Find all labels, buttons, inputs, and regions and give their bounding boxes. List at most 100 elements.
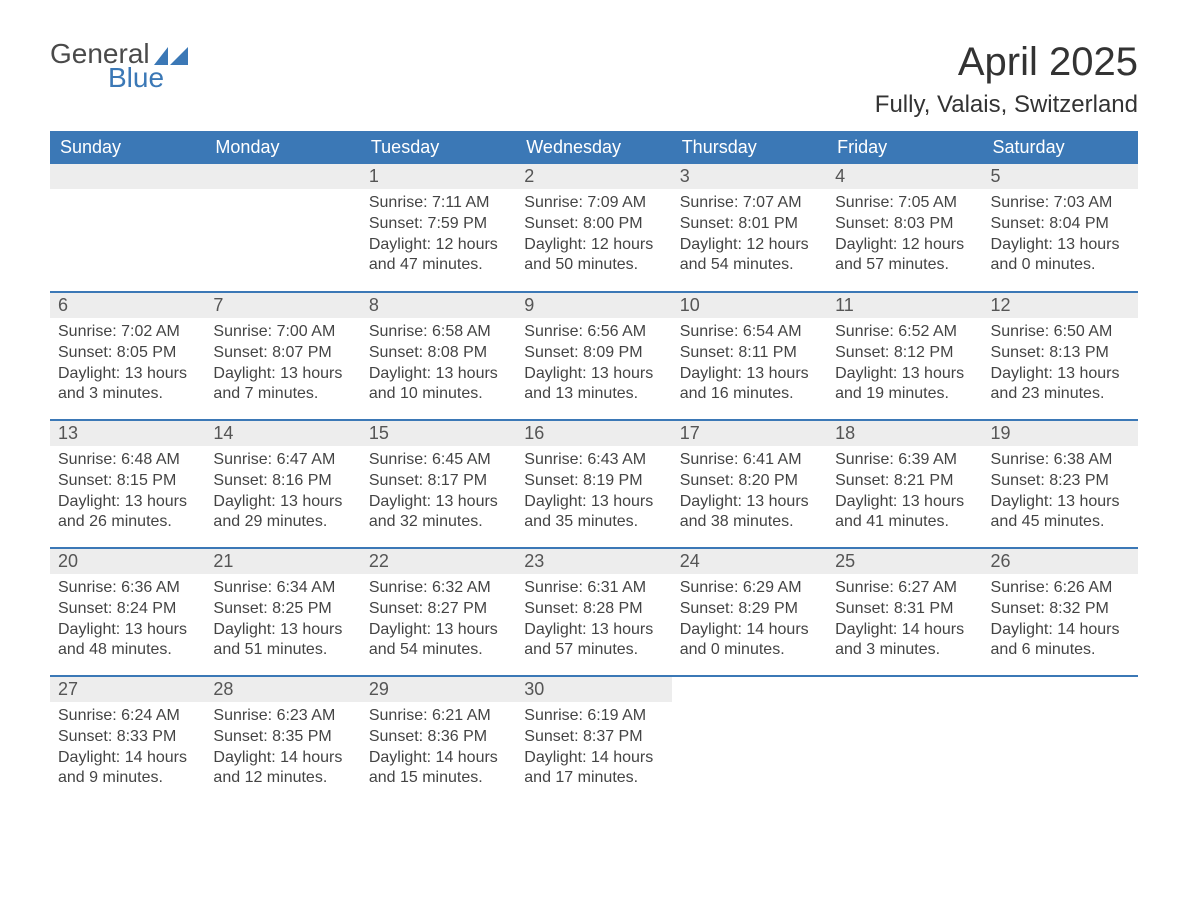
- day-info: Sunrise: 6:54 AMSunset: 8:11 PMDaylight:…: [672, 318, 827, 413]
- day-number: 17: [672, 421, 827, 446]
- day-info: Sunrise: 6:58 AMSunset: 8:08 PMDaylight:…: [361, 318, 516, 413]
- sunrise-line: Sunrise: 6:43 AM: [524, 450, 663, 471]
- day-number: 21: [205, 549, 360, 574]
- sunrise-line: Sunrise: 6:34 AM: [213, 578, 352, 599]
- logo: General Blue: [50, 40, 188, 92]
- sunrise-line: Sunrise: 6:39 AM: [835, 450, 974, 471]
- day-cell: 15Sunrise: 6:45 AMSunset: 8:17 PMDayligh…: [361, 420, 516, 548]
- sunset-line: Sunset: 8:36 PM: [369, 727, 508, 748]
- day-cell: 13Sunrise: 6:48 AMSunset: 8:15 PMDayligh…: [50, 420, 205, 548]
- day-cell: 4Sunrise: 7:05 AMSunset: 8:03 PMDaylight…: [827, 164, 982, 292]
- daylight-line: Daylight: 12 hours and 54 minutes.: [680, 235, 819, 277]
- day-info: Sunrise: 7:09 AMSunset: 8:00 PMDaylight:…: [516, 189, 671, 284]
- day-info: Sunrise: 6:41 AMSunset: 8:20 PMDaylight:…: [672, 446, 827, 541]
- weekday-header: Monday: [205, 131, 360, 164]
- week-row: 20Sunrise: 6:36 AMSunset: 8:24 PMDayligh…: [50, 548, 1138, 676]
- day-cell: 28Sunrise: 6:23 AMSunset: 8:35 PMDayligh…: [205, 676, 360, 804]
- sunset-line: Sunset: 8:25 PM: [213, 599, 352, 620]
- day-number: 7: [205, 293, 360, 318]
- empty-cell: [205, 164, 360, 292]
- day-cell: 14Sunrise: 6:47 AMSunset: 8:16 PMDayligh…: [205, 420, 360, 548]
- sunrise-line: Sunrise: 7:11 AM: [369, 193, 508, 214]
- sunset-line: Sunset: 8:37 PM: [524, 727, 663, 748]
- daylight-line: Daylight: 13 hours and 26 minutes.: [58, 492, 197, 534]
- day-number: 22: [361, 549, 516, 574]
- day-info: Sunrise: 6:52 AMSunset: 8:12 PMDaylight:…: [827, 318, 982, 413]
- sunset-line: Sunset: 8:23 PM: [991, 471, 1130, 492]
- sunrise-line: Sunrise: 6:19 AM: [524, 706, 663, 727]
- daylight-line: Daylight: 13 hours and 13 minutes.: [524, 364, 663, 406]
- day-info: Sunrise: 7:07 AMSunset: 8:01 PMDaylight:…: [672, 189, 827, 284]
- sunset-line: Sunset: 8:28 PM: [524, 599, 663, 620]
- sunrise-line: Sunrise: 6:36 AM: [58, 578, 197, 599]
- day-info: Sunrise: 6:45 AMSunset: 8:17 PMDaylight:…: [361, 446, 516, 541]
- sunrise-line: Sunrise: 6:45 AM: [369, 450, 508, 471]
- sunset-line: Sunset: 7:59 PM: [369, 214, 508, 235]
- day-number: 18: [827, 421, 982, 446]
- weekday-header-row: SundayMondayTuesdayWednesdayThursdayFrid…: [50, 131, 1138, 164]
- day-cell: 1Sunrise: 7:11 AMSunset: 7:59 PMDaylight…: [361, 164, 516, 292]
- day-info: Sunrise: 7:03 AMSunset: 8:04 PMDaylight:…: [983, 189, 1138, 284]
- day-number: 2: [516, 164, 671, 189]
- day-number: 16: [516, 421, 671, 446]
- day-number: 27: [50, 677, 205, 702]
- day-cell: 8Sunrise: 6:58 AMSunset: 8:08 PMDaylight…: [361, 292, 516, 420]
- sunrise-line: Sunrise: 6:52 AM: [835, 322, 974, 343]
- day-cell: 19Sunrise: 6:38 AMSunset: 8:23 PMDayligh…: [983, 420, 1138, 548]
- sunrise-line: Sunrise: 6:41 AM: [680, 450, 819, 471]
- sunset-line: Sunset: 8:21 PM: [835, 471, 974, 492]
- sunrise-line: Sunrise: 6:31 AM: [524, 578, 663, 599]
- day-info: Sunrise: 6:19 AMSunset: 8:37 PMDaylight:…: [516, 702, 671, 797]
- sunrise-line: Sunrise: 6:47 AM: [213, 450, 352, 471]
- day-cell: 26Sunrise: 6:26 AMSunset: 8:32 PMDayligh…: [983, 548, 1138, 676]
- sunset-line: Sunset: 8:31 PM: [835, 599, 974, 620]
- day-cell: 9Sunrise: 6:56 AMSunset: 8:09 PMDaylight…: [516, 292, 671, 420]
- day-cell: 22Sunrise: 6:32 AMSunset: 8:27 PMDayligh…: [361, 548, 516, 676]
- day-info: Sunrise: 6:38 AMSunset: 8:23 PMDaylight:…: [983, 446, 1138, 541]
- sunrise-line: Sunrise: 6:27 AM: [835, 578, 974, 599]
- day-number: 25: [827, 549, 982, 574]
- day-info: Sunrise: 6:31 AMSunset: 8:28 PMDaylight:…: [516, 574, 671, 669]
- daylight-line: Daylight: 13 hours and 19 minutes.: [835, 364, 974, 406]
- daylight-line: Daylight: 13 hours and 51 minutes.: [213, 620, 352, 662]
- sunrise-line: Sunrise: 6:54 AM: [680, 322, 819, 343]
- sunset-line: Sunset: 8:11 PM: [680, 343, 819, 364]
- daylight-line: Daylight: 13 hours and 38 minutes.: [680, 492, 819, 534]
- day-cell: 27Sunrise: 6:24 AMSunset: 8:33 PMDayligh…: [50, 676, 205, 804]
- sunset-line: Sunset: 8:16 PM: [213, 471, 352, 492]
- sunset-line: Sunset: 8:29 PM: [680, 599, 819, 620]
- daylight-line: Daylight: 13 hours and 23 minutes.: [991, 364, 1130, 406]
- daylight-line: Daylight: 12 hours and 47 minutes.: [369, 235, 508, 277]
- day-number: 23: [516, 549, 671, 574]
- weekday-header: Sunday: [50, 131, 205, 164]
- sunrise-line: Sunrise: 6:21 AM: [369, 706, 508, 727]
- sunrise-line: Sunrise: 7:02 AM: [58, 322, 197, 343]
- day-cell: 29Sunrise: 6:21 AMSunset: 8:36 PMDayligh…: [361, 676, 516, 804]
- weekday-header: Thursday: [672, 131, 827, 164]
- day-number: 11: [827, 293, 982, 318]
- daylight-line: Daylight: 13 hours and 10 minutes.: [369, 364, 508, 406]
- day-number: 13: [50, 421, 205, 446]
- day-number: 3: [672, 164, 827, 189]
- week-row: 27Sunrise: 6:24 AMSunset: 8:33 PMDayligh…: [50, 676, 1138, 804]
- day-number: 4: [827, 164, 982, 189]
- day-cell: 12Sunrise: 6:50 AMSunset: 8:13 PMDayligh…: [983, 292, 1138, 420]
- empty-cell: [983, 676, 1138, 804]
- sunrise-line: Sunrise: 6:26 AM: [991, 578, 1130, 599]
- daylight-line: Daylight: 12 hours and 57 minutes.: [835, 235, 974, 277]
- title-wrap: April 2025 Fully, Valais, Switzerland: [875, 40, 1138, 119]
- daylight-line: Daylight: 14 hours and 17 minutes.: [524, 748, 663, 790]
- sunrise-line: Sunrise: 6:29 AM: [680, 578, 819, 599]
- day-info: Sunrise: 6:48 AMSunset: 8:15 PMDaylight:…: [50, 446, 205, 541]
- daylight-line: Daylight: 12 hours and 50 minutes.: [524, 235, 663, 277]
- day-number: 28: [205, 677, 360, 702]
- sunset-line: Sunset: 8:32 PM: [991, 599, 1130, 620]
- day-info: Sunrise: 6:24 AMSunset: 8:33 PMDaylight:…: [50, 702, 205, 797]
- weekday-header: Saturday: [983, 131, 1138, 164]
- sunrise-line: Sunrise: 7:03 AM: [991, 193, 1130, 214]
- empty-cell: [672, 676, 827, 804]
- day-cell: 10Sunrise: 6:54 AMSunset: 8:11 PMDayligh…: [672, 292, 827, 420]
- day-number: 5: [983, 164, 1138, 189]
- day-cell: 24Sunrise: 6:29 AMSunset: 8:29 PMDayligh…: [672, 548, 827, 676]
- empty-cell: [827, 676, 982, 804]
